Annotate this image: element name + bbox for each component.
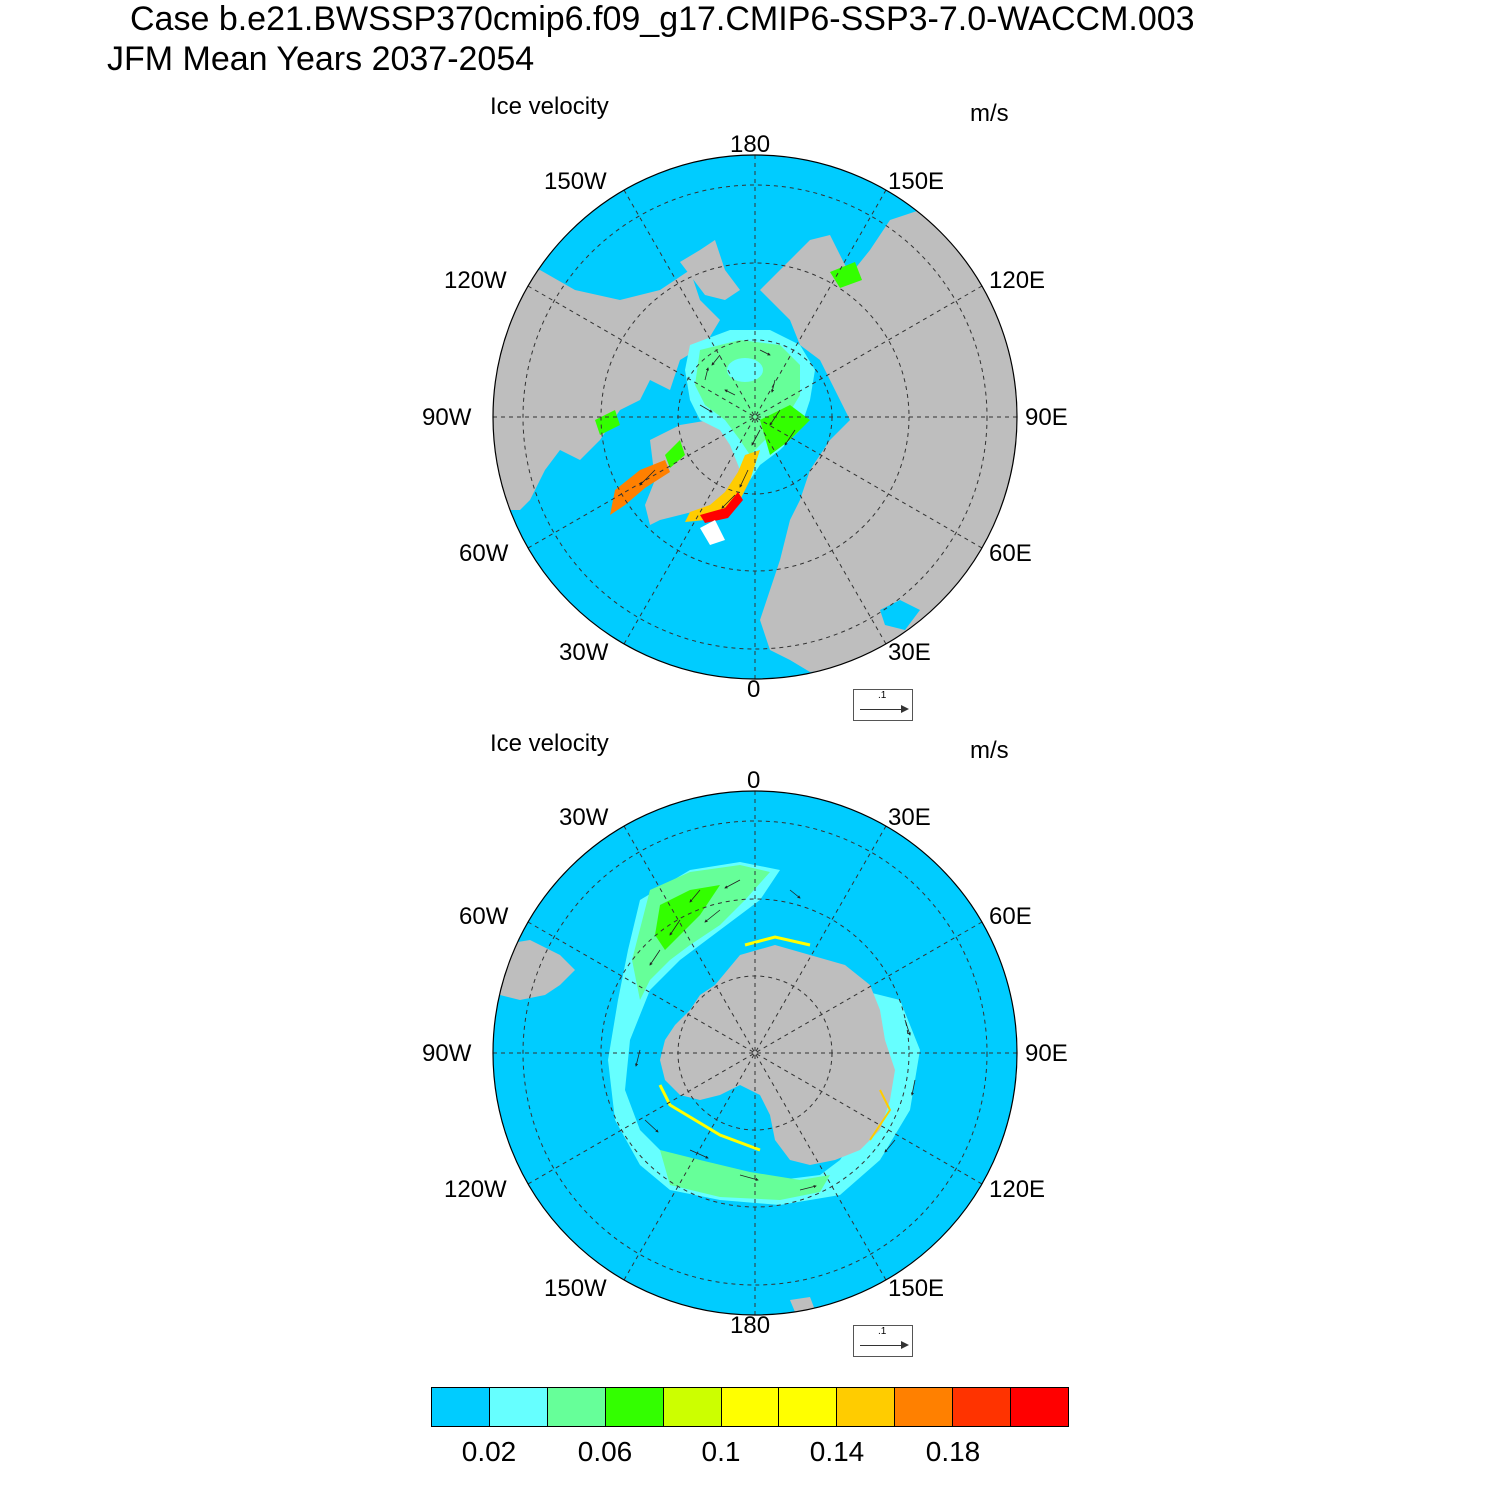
eurasia-land xyxy=(760,210,1017,672)
colorbar-swatch xyxy=(547,1388,606,1426)
plot-title-period: JFM Mean Years 2037-2054 xyxy=(107,40,535,78)
colorbar-swatch xyxy=(895,1388,954,1426)
north-panel-label: Ice velocity xyxy=(490,93,609,120)
alaska-land xyxy=(680,240,740,300)
south-lon-label: 120E xyxy=(989,1176,1046,1203)
colorbar xyxy=(431,1387,1069,1427)
north-lon-label: 60W xyxy=(459,540,509,567)
reference-vector-label: .1 xyxy=(878,1326,887,1337)
north-lon-label: 60E xyxy=(989,540,1032,567)
fram-strait-flow xyxy=(685,450,760,522)
colorbar-label: 0.1 xyxy=(701,1436,741,1467)
colorbar-swatch xyxy=(721,1388,780,1426)
colorbar-swatch xyxy=(605,1388,664,1426)
north-panel-units: m/s xyxy=(970,100,1009,127)
colorbar-label: 0.02 xyxy=(461,1436,517,1467)
south-lon-label: 30W xyxy=(559,804,609,831)
north-reference-vector: .1 xyxy=(853,689,913,721)
south-lon-label: 150E xyxy=(888,1275,945,1302)
colorbar-swatch xyxy=(663,1388,722,1426)
colorbar-swatch xyxy=(432,1388,490,1426)
south-lon-label: 60E xyxy=(989,903,1032,930)
south-lon-label: 180 xyxy=(730,1312,771,1339)
south-lon-label: 120W xyxy=(444,1176,507,1203)
north-lon-label: 30W xyxy=(559,639,609,666)
colorbar-label: 0.18 xyxy=(925,1436,981,1467)
south-lon-label: 90W xyxy=(422,1040,472,1067)
south-america-land xyxy=(500,940,575,1000)
north-lon-label: 180 xyxy=(730,131,771,158)
south-lon-label: 90E xyxy=(1025,1040,1068,1067)
colorbar-swatch xyxy=(1011,1388,1068,1426)
south-panel-units: m/s xyxy=(970,737,1009,764)
baffin-flow xyxy=(610,460,670,515)
colorbar-swatch xyxy=(953,1388,1012,1426)
north-lon-label: 90W xyxy=(422,404,472,431)
north-lon-label: 30E xyxy=(888,639,931,666)
north-lon-label: 120W xyxy=(444,267,507,294)
north-polar-map xyxy=(492,154,1018,680)
north-lon-label: 120E xyxy=(989,267,1046,294)
colorbar-swatch xyxy=(837,1388,896,1426)
south-panel-label: Ice velocity xyxy=(490,730,609,757)
north-america-land xyxy=(493,270,720,510)
antarctica-land xyxy=(660,945,895,1165)
north-lon-label: 150E xyxy=(888,168,945,195)
north-lon-label: 0 xyxy=(747,676,761,703)
reference-vector-label: .1 xyxy=(878,690,887,701)
south-lon-label: 60W xyxy=(459,903,509,930)
south-lon-label: 30E xyxy=(888,804,931,831)
north-lon-label: 150W xyxy=(544,168,607,195)
colorbar-label: 0.06 xyxy=(577,1436,633,1467)
south-reference-vector: .1 xyxy=(853,1325,913,1357)
plot-title-case: Case b.e21.BWSSP370cmip6.f09_g17.CMIP6-S… xyxy=(130,0,1195,38)
baltic-sea xyxy=(880,600,920,630)
north-lon-label: 90E xyxy=(1025,404,1068,431)
south-lon-label: 0 xyxy=(747,767,761,794)
colorbar-swatch xyxy=(779,1388,838,1426)
colorbar-swatch xyxy=(489,1388,548,1426)
south-polar-map xyxy=(492,790,1018,1316)
colorbar-label: 0.14 xyxy=(809,1436,865,1467)
south-lon-label: 150W xyxy=(544,1275,607,1302)
